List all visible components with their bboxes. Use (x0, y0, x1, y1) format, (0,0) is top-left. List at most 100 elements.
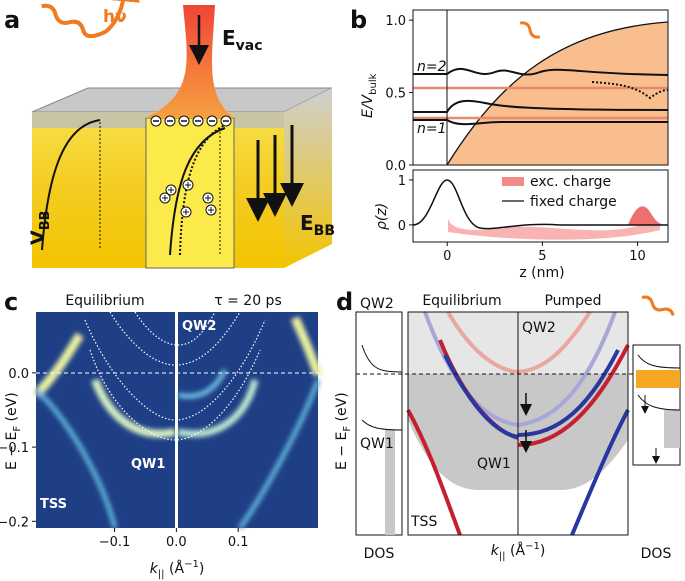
legend-swatch (502, 177, 524, 186)
panel-title: τ = 20 ps (214, 293, 282, 309)
y-tick-label: 0.0 (385, 159, 406, 174)
legend-entry: exc. charge (530, 174, 611, 190)
dos-label: DOS (364, 546, 395, 562)
model-bands (84, 311, 266, 441)
shape (446, 310, 519, 374)
unit: (eV) (334, 392, 350, 426)
panel-title: Equilibrium (422, 293, 501, 309)
label: E (222, 26, 236, 50)
y-tick-label: 0.5 (385, 87, 406, 102)
charge (205, 195, 211, 201)
y-tick-label: 1 (398, 174, 406, 189)
photon-label: hν (103, 7, 127, 27)
shape (570, 409, 630, 536)
charge (168, 187, 174, 193)
dos-fill (664, 410, 680, 448)
shape (91, 378, 176, 438)
panel-title: Equilibrium (65, 293, 144, 309)
band-label: QW1 (360, 436, 394, 452)
y-tick-label: 0 (398, 219, 406, 234)
curve (41, 119, 101, 251)
shape (517, 344, 630, 447)
x-tick-label: 0.0 (166, 535, 187, 550)
dos-curve (361, 344, 403, 431)
band-label: QW2 (360, 296, 394, 312)
band-label: QW1 (131, 457, 165, 472)
shape (177, 379, 259, 438)
label: k (150, 561, 159, 577)
dos-curve (637, 354, 681, 411)
panel-c: c Equilibrium τ = 20 ps QW2 QW1 TSS E − … (4, 288, 323, 580)
exc-charge-peak (628, 206, 668, 225)
subscript: BB (38, 210, 53, 230)
annotation: n=2 (417, 59, 447, 75)
x-tick-label: 10 (629, 249, 646, 264)
level (413, 68, 669, 76)
x-axis-label: z (nm) (519, 265, 564, 281)
unit: ) (540, 543, 545, 559)
shape (32, 332, 84, 399)
photon (519, 21, 541, 39)
curve (179, 124, 226, 256)
subscript: || (158, 569, 165, 580)
panel-letter: d (336, 288, 353, 316)
dos-frame (355, 311, 403, 536)
x-axis-label: k|| (Å−1) (150, 559, 205, 580)
panel-a: a hν Evac VBB EBB (4, 0, 335, 269)
e-bb-label: EBB (300, 211, 335, 239)
level (413, 99, 669, 113)
shape (443, 354, 519, 439)
x-tick-label: 0 (443, 249, 451, 264)
slab-side (284, 88, 332, 268)
label: k (491, 543, 500, 559)
x-axis-label: k|| (Å−1) (491, 541, 546, 562)
panel-title: Pumped (544, 293, 601, 309)
label: E (300, 211, 314, 235)
image-right (178, 312, 318, 528)
shape (406, 409, 462, 536)
band-label: TSS (40, 497, 67, 512)
superscript: −1 (184, 559, 199, 570)
charges (150, 115, 232, 218)
y-tick-label: 0.0 (8, 367, 29, 382)
exc-charge (448, 218, 660, 240)
e-vac-label: Evac (222, 26, 263, 54)
band-label: QW1 (477, 456, 511, 472)
charge (208, 207, 214, 213)
subscript: vac (236, 38, 263, 54)
photon (41, 0, 140, 39)
shape (517, 311, 617, 427)
subscript: BB (314, 223, 335, 239)
v-bb-label: VBB (27, 210, 53, 245)
legend-entry: fixed charge (530, 194, 617, 210)
y-tick-label: 1.0 (385, 14, 406, 29)
bands (406, 310, 630, 536)
level (591, 81, 669, 100)
dos-excited (636, 370, 680, 388)
shape (290, 316, 323, 377)
dos-label: DOS (641, 546, 672, 562)
unit: ) (199, 561, 204, 577)
y-tick-label: −0.2 (0, 515, 29, 530)
column (145, 117, 235, 269)
shape (134, 311, 216, 346)
potential-curve (446, 21, 669, 166)
charge (183, 209, 189, 215)
dos-frame (632, 344, 681, 466)
superscript: −1 (525, 541, 540, 552)
subscript: bulk (368, 73, 379, 94)
panel-letter: a (4, 6, 20, 34)
shape (177, 368, 228, 399)
band-label: QW2 (522, 320, 556, 336)
shape (517, 310, 592, 374)
label: V (27, 230, 49, 245)
unit: (Å (165, 560, 185, 577)
shape (109, 311, 241, 366)
panel-d: d Equilibrium Pumped QW2 QW1 QW2 QW1 TSS… (334, 288, 681, 562)
label: E − E (4, 432, 20, 470)
shape (34, 388, 118, 529)
shape (84, 319, 266, 421)
y-tick-label: −0.1 (0, 441, 29, 456)
y-axis-label: E/Vbulk (360, 73, 379, 118)
